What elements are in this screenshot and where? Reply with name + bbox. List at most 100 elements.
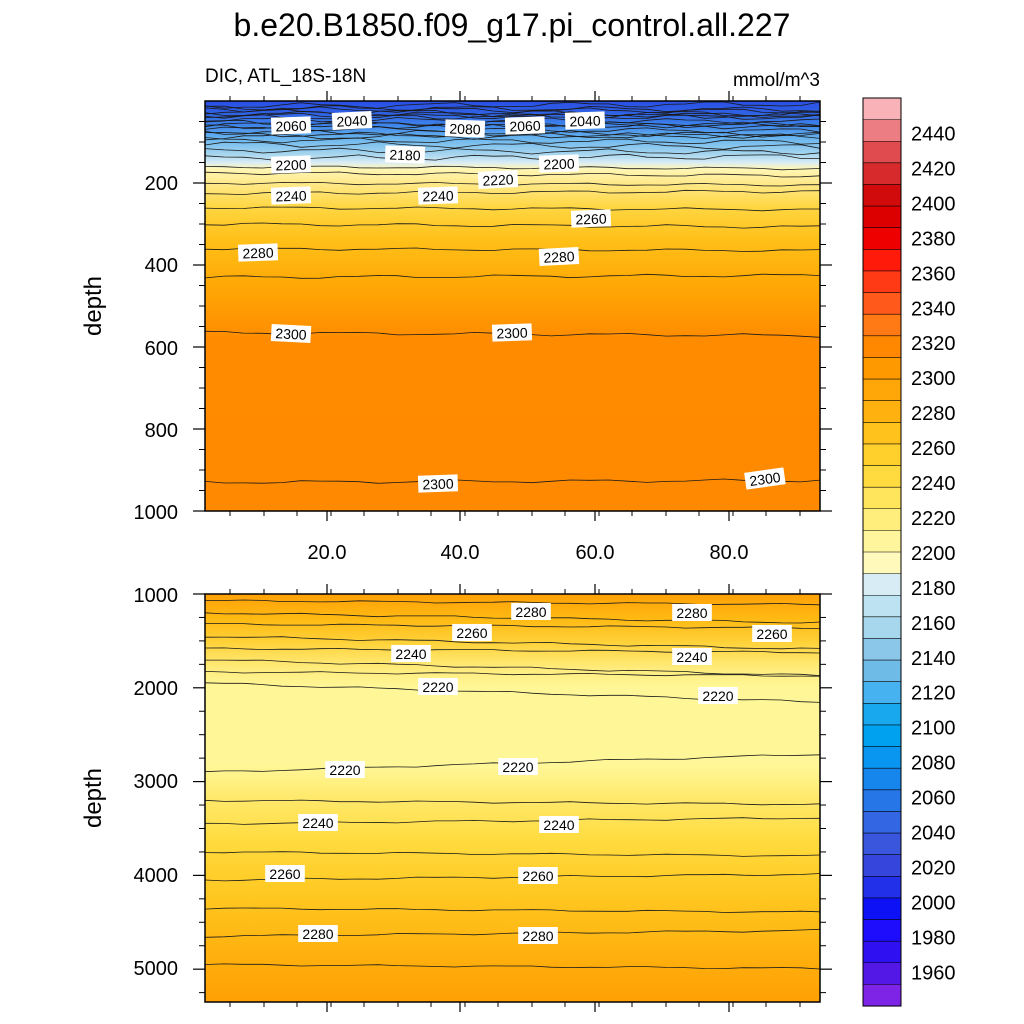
- contour-line: [205, 222, 820, 229]
- colorbar-block: [863, 530, 901, 553]
- contour-label: 2080: [444, 119, 486, 138]
- contour-label: 2300: [744, 467, 786, 490]
- contour-label: 2280: [511, 603, 551, 620]
- contour-label-text: 2200: [543, 155, 575, 172]
- upper-contour-labels: 2060 2040 2080 2060 2040 2200 2180 2200 2220 2240…: [237, 110, 786, 493]
- colorbar-label: 2440: [911, 124, 956, 146]
- contour-line: [205, 101, 820, 109]
- lower-ytick-label: 1000: [134, 585, 179, 607]
- variable-region-label: DIC, ATL_18S-18N: [205, 66, 366, 87]
- colorbar-block: [863, 379, 901, 402]
- contour-label-box: [518, 867, 558, 884]
- contour-label: 2240: [270, 186, 312, 205]
- colorbar-label: 2100: [911, 718, 956, 740]
- contour-label-text: 2040: [336, 112, 368, 130]
- lower-ytick-label: 2000: [134, 678, 179, 700]
- contour-label-box: [270, 186, 312, 205]
- colorbar-block: [863, 833, 901, 856]
- contour-label-box: [418, 678, 458, 695]
- colorbar-label: 2140: [911, 648, 956, 670]
- colorbar-block: [863, 595, 901, 618]
- lower-contour-labels: 2280 2280 2260 2260 2240 2240 2220 2220 2220 2220…: [265, 603, 792, 944]
- contour-line: [205, 873, 820, 882]
- lower-frame: [204, 593, 821, 1003]
- contour-label-text: 2280: [522, 928, 553, 944]
- contour-line: [205, 141, 820, 150]
- colorbar-label: 2160: [911, 613, 956, 635]
- contour-label-box: [384, 145, 426, 164]
- contour-label: 2280: [237, 243, 279, 262]
- colorbar-label: 2240: [911, 473, 956, 495]
- contour-label-box: [698, 687, 738, 704]
- contour-label-text: 2260: [756, 626, 787, 642]
- contour-label-text: 2280: [515, 604, 546, 620]
- colorbar-block: [863, 314, 901, 337]
- colorbar-block: [863, 335, 901, 359]
- contour-label-text: 2080: [449, 120, 481, 137]
- colorbar-block: [863, 98, 901, 121]
- contour-line: [205, 131, 820, 141]
- contour-line: [205, 623, 820, 629]
- contour-label-text: 2220: [329, 762, 360, 778]
- colorbar-block: [863, 724, 901, 748]
- colorbar-blocks: [863, 98, 901, 1007]
- colorbar-label: 2340: [911, 298, 956, 320]
- colorbar-block: [863, 422, 901, 445]
- contour-label: 2280: [518, 927, 558, 944]
- colorbar-block: [863, 184, 901, 207]
- colorbar-label: 2320: [911, 333, 956, 355]
- contour-label-text: 2280: [302, 926, 333, 942]
- contour-line: [205, 799, 820, 806]
- colorbar-block: [863, 811, 901, 834]
- colorbar-block: [863, 227, 901, 250]
- colorbar-label: 1980: [911, 927, 956, 949]
- contour-label-text: 2240: [395, 646, 426, 662]
- contour-label-text: 2220: [702, 688, 733, 704]
- contour-line: [205, 206, 820, 212]
- colorbar-block: [863, 703, 901, 726]
- lower-panel: 2280 2280 2260 2260 2240 2240 2220 2220 2220 2220…: [80, 584, 832, 1012]
- colorbar-block: [863, 919, 901, 942]
- lower-plot-area: [205, 594, 820, 1002]
- contour-label-text: 2240: [543, 817, 574, 833]
- colorbar-block: [863, 573, 901, 596]
- colorbar-label: 2020: [911, 858, 956, 880]
- colorbar-label: 2300: [911, 368, 956, 390]
- upper-ytick-label: 1000: [134, 502, 179, 524]
- colorbar: 2440 2420 2400 2380 2360 2340 2320 2300 2280 2260…: [862, 97, 956, 1007]
- contour-label: 2280: [298, 925, 338, 942]
- colorbar-block: [863, 789, 901, 813]
- colorbar-labels: 2440 2420 2400 2380 2360 2340 2320 2300 2280 2260…: [911, 124, 956, 985]
- contour-label: 2280: [538, 246, 580, 267]
- contour-label-box: [570, 209, 612, 228]
- colorbar-block: [863, 660, 901, 683]
- contour-label-text: 2240: [422, 187, 454, 204]
- colorbar-block: [863, 984, 901, 1007]
- contour-line: [205, 671, 820, 677]
- contour-label-box: [298, 814, 338, 831]
- contour-label-text: 2300: [275, 325, 307, 343]
- contour-label-box: [498, 758, 538, 775]
- colorbar-block: [863, 141, 901, 164]
- contour-line: [205, 137, 820, 145]
- colorbar-block: [863, 854, 901, 877]
- colorbar-block: [863, 487, 901, 510]
- colorbar-block: [863, 897, 901, 921]
- contour-label-box: [518, 927, 558, 944]
- colorbar-label: 2120: [911, 683, 956, 705]
- contour-label-box: [672, 648, 712, 665]
- contour-line: [205, 273, 820, 279]
- contour-label-text: 2260: [575, 210, 607, 227]
- colorbar-block: [863, 249, 901, 272]
- contour-label-box: [504, 116, 546, 135]
- contour-label: 2220: [418, 678, 458, 695]
- colorbar-block: [863, 616, 901, 640]
- colorbar-label: 2280: [911, 403, 956, 425]
- contour-label: 2040: [331, 110, 373, 131]
- upper-ylabel: depth: [80, 276, 107, 336]
- contour-line: [205, 636, 820, 650]
- contour-label: 2240: [417, 186, 459, 205]
- lower-ytick-label: 5000: [134, 958, 179, 980]
- colorbar-label: 2180: [911, 578, 956, 600]
